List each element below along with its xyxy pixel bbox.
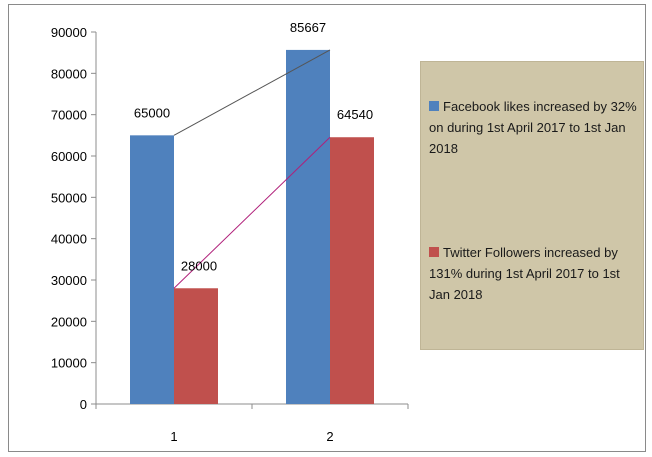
x-tick-label: 2 <box>326 429 333 444</box>
bar-group <box>130 49 374 405</box>
trend-line-facebook <box>173 49 331 136</box>
y-tick-label: 50000 <box>51 190 87 205</box>
data-label: 28000 <box>181 258 217 273</box>
y-tick-label: 40000 <box>51 232 87 247</box>
legend-label-twitter: Twitter Followers increased by 131% duri… <box>429 245 620 302</box>
y-tick-label: 60000 <box>51 149 87 164</box>
legend-swatch-facebook <box>429 101 439 111</box>
y-tick-label: 10000 <box>51 356 87 371</box>
bar-twitter-2 <box>330 137 374 404</box>
trend-lines <box>173 49 331 289</box>
trend-line-twitter <box>173 136 331 289</box>
legend-swatch-twitter <box>429 247 439 257</box>
bar-chart: 0 10000 20000 30000 40000 50000 60000 70000 8000… <box>51 20 409 444</box>
bar-facebook-2 <box>286 49 330 405</box>
data-labels: 65000 28000 85667 64540 <box>134 20 373 273</box>
legend-entry-facebook: Facebook likes increased by 32% on durin… <box>429 96 639 159</box>
y-tick-label: 70000 <box>51 108 87 123</box>
bar-facebook-1 <box>130 135 174 405</box>
legend: Facebook likes increased by 32% on durin… <box>420 61 644 350</box>
chart-frame: 0 10000 20000 30000 40000 50000 60000 70000 8000… <box>8 4 646 452</box>
data-label: 64540 <box>337 107 373 122</box>
x-tick-label: 1 <box>170 429 177 444</box>
y-tick-label: 90000 <box>51 25 87 40</box>
y-tick-label: 0 <box>80 397 87 412</box>
bar-twitter-1 <box>174 288 218 404</box>
y-tick-label: 20000 <box>51 314 87 329</box>
y-tick-label: 30000 <box>51 273 87 288</box>
data-label: 65000 <box>134 105 170 120</box>
chart-axes: 0 10000 20000 30000 40000 50000 60000 70000 8000… <box>51 25 409 444</box>
y-tick-label: 80000 <box>51 66 87 81</box>
legend-entry-twitter: Twitter Followers increased by 131% duri… <box>429 242 639 305</box>
legend-label-facebook: Facebook likes increased by 32% on durin… <box>429 99 637 156</box>
data-label: 85667 <box>290 20 326 35</box>
